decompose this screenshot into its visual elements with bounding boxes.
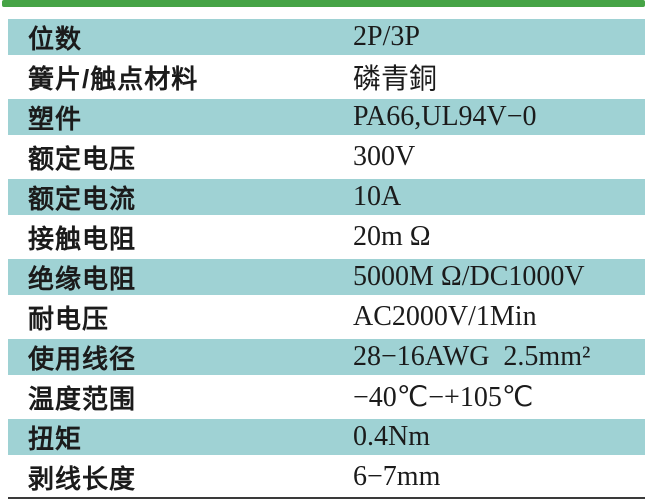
spec-value: 10A [353,181,402,212]
spec-label: 额定电压 [28,143,137,174]
spec-value: 磷青銅 [353,64,438,95]
table-row: 簧片/触点材料 磷青銅 [8,57,645,97]
spec-label: 接触电阻 [28,223,137,254]
table-bottom-border [8,497,645,499]
spec-value: 6−7mm [353,461,441,492]
spec-label: 扭矩 [28,423,83,454]
spec-label: 塑件 [28,103,83,134]
table-row: 额定电流 10A [8,177,645,217]
spec-label: 额定电流 [28,183,137,214]
table-row: 绝缘电阻 5000M Ω/DC1000V [8,257,645,297]
spec-value: 300V [353,141,416,172]
spec-value: PA66,UL94V−0 [353,101,537,132]
spec-table: 位数 2P/3P 簧片/触点材料 磷青銅 塑件 PA66,UL94V−0 额定电… [8,17,645,497]
accent-bar [2,0,645,7]
table-row: 剥线长度 6−7mm [8,457,645,497]
spec-value: 20m Ω [353,221,431,252]
spec-value: −40℃−+105℃ [353,382,534,413]
spec-label: 耐电压 [28,303,110,334]
table-row: 使用线径 28−16AWG 2.5mm² [8,337,645,377]
spec-label: 剥线长度 [28,463,137,494]
spec-label: 位数 [28,23,83,54]
spec-label: 温度范围 [28,383,137,414]
table-row: 位数 2P/3P [8,17,645,57]
spec-label: 使用线径 [28,343,137,374]
table-row: 温度范围 −40℃−+105℃ [8,377,645,417]
table-row: 塑件 PA66,UL94V−0 [8,97,645,137]
spec-value: 5000M Ω/DC1000V [353,261,585,292]
spec-value: AC2000V/1Min [353,301,537,332]
spec-label: 绝缘电阻 [28,263,137,294]
table-row: 接触电阻 20m Ω [8,217,645,257]
spec-value: 0.4Nm [353,421,430,452]
spec-value: 2P/3P [353,21,420,52]
table-row: 耐电压 AC2000V/1Min [8,297,645,337]
table-row: 扭矩 0.4Nm [8,417,645,457]
table-row: 额定电压 300V [8,137,645,177]
spec-label: 簧片/触点材料 [28,63,199,94]
spec-value: 28−16AWG 2.5mm² [353,341,591,372]
